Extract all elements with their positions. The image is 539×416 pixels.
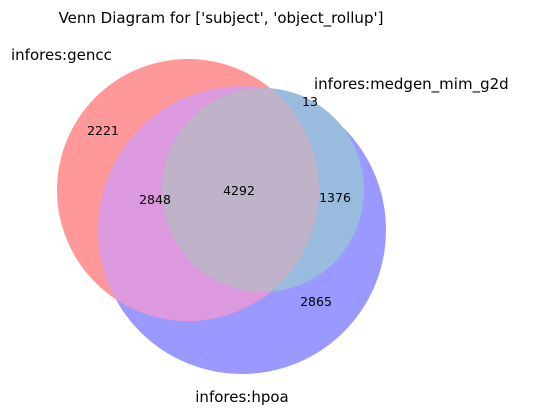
diagram-title: Venn Diagram for ['subject', 'object_rol…	[59, 9, 384, 28]
set-label-gencc: infores:gencc	[11, 46, 112, 64]
region-count-gencc-only: 2221	[87, 123, 119, 138]
region-count-medgen-only: 13	[302, 94, 318, 109]
region-count-all-three: 4292	[223, 183, 255, 198]
region-count-gencc-hpoa: 2848	[139, 192, 171, 207]
set-label-medgen-mim-g2d: infores:medgen_mim_g2d	[314, 75, 509, 94]
set-label-hpoa: infores:hpoa	[195, 388, 288, 406]
region-count-hpoa-only: 2865	[300, 294, 332, 309]
region-count-medgen-hpoa: 1376	[319, 190, 351, 205]
